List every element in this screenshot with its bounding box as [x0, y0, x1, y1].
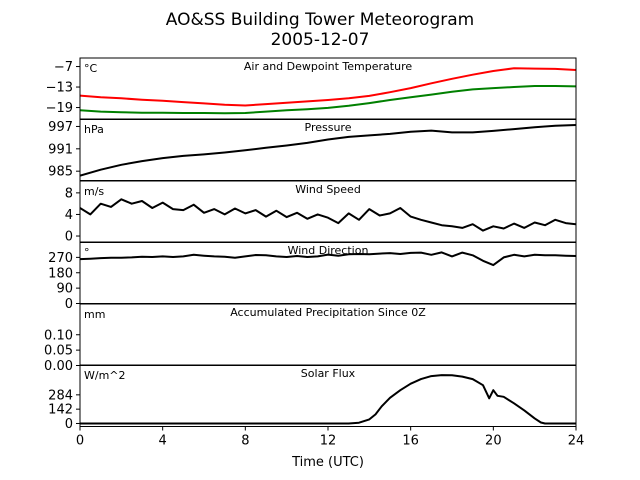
x-tick-label-7: 24	[568, 434, 585, 449]
x-tick-label-4: 12	[320, 434, 337, 449]
x-tick-label-2: 4	[159, 434, 167, 449]
panel-1-title: Air and Dewpoint Temperature	[244, 60, 412, 73]
panel-6-ytick-label-3: 0	[65, 417, 73, 432]
panel-2-unit: hPa	[84, 123, 104, 136]
panel-6-series-1	[80, 374, 576, 425]
panel-2-ytick-label-3: 985	[48, 165, 73, 180]
panel-2-ytick-label-1: 997	[48, 120, 73, 135]
panel-1-series-1	[80, 67, 576, 107]
panel-4-ytick-label-4: 0	[65, 297, 73, 312]
panel-3: 8 4 0 m/s Wind Speed	[65, 180, 577, 245]
x-tick-label-6: 20	[485, 434, 502, 449]
x-tick-label-1: 0	[76, 434, 84, 449]
panel-1-unit: °C	[84, 62, 98, 75]
panel-2-title: Pressure	[305, 121, 352, 134]
panel-3-ytick-label-1: 8	[65, 186, 73, 201]
panel-1: −7 −13 −19 °C Air and Dewpoint Temperature	[46, 57, 577, 120]
panel-4-ytick-label-3: 90	[56, 282, 73, 297]
panel-5-unit: mm	[84, 308, 105, 321]
panel-5: 0.100.050.00 mm Accumulated Precipitation …	[44, 303, 577, 374]
x-axis: 0 4 8 12 16 20 24	[76, 426, 585, 449]
panel-1-ytick-label-1: −7	[54, 60, 73, 75]
panel-6-unit: W/m^2	[84, 369, 126, 382]
panel-4-unit: °	[84, 246, 90, 259]
x-tick-label-3: 8	[241, 434, 249, 449]
panel-5-ytick-label-3: 0.00	[44, 359, 73, 374]
panel-5-ytick-label-2: 0.05	[44, 344, 73, 359]
chart-title: AO&SS Building Tower Meteorogram	[166, 10, 474, 30]
panels-group: −7 −13 −19 °C Air and Dewpoint Temperature 99…	[44, 57, 577, 432]
chart-subtitle: 2005-12-07	[271, 30, 370, 50]
panel-3-title: Wind Speed	[295, 183, 361, 196]
x-axis-label: Time (UTC)	[291, 455, 364, 470]
panel-1-ytick-label-3: −19	[46, 101, 73, 116]
panel-1-series-2	[80, 85, 576, 115]
x-tick-label-5: 16	[402, 434, 419, 449]
panel-2: 997 991 985 hPa Pressure	[48, 118, 577, 181]
panel-6-ytick-label-1: 284	[48, 388, 73, 403]
panel-3-ytick-label-3: 0	[65, 230, 73, 245]
panel-3-unit: m/s	[84, 185, 104, 198]
panel-4-title: Wind Direction	[288, 244, 369, 257]
panel-3-series-1	[80, 198, 576, 232]
panel-4-series-1	[80, 251, 576, 267]
panel-2-series-1	[80, 124, 576, 177]
panel-5-title: Accumulated Precipitation Since 0Z	[230, 306, 426, 319]
panel-1-ytick-label-2: −13	[46, 81, 73, 96]
panel-5-ytick-label-1: 0.10	[44, 328, 73, 343]
panel-6-title: Solar Flux	[301, 367, 356, 380]
panel-4-ytick-label-2: 180	[48, 266, 73, 281]
panel-3-ytick-label-2: 4	[65, 208, 73, 223]
panel-2-ytick-label-2: 991	[48, 142, 73, 157]
panel-6-ytick-label-2: 142	[48, 403, 73, 418]
panel-4-ytick-label-1: 270	[48, 251, 73, 266]
